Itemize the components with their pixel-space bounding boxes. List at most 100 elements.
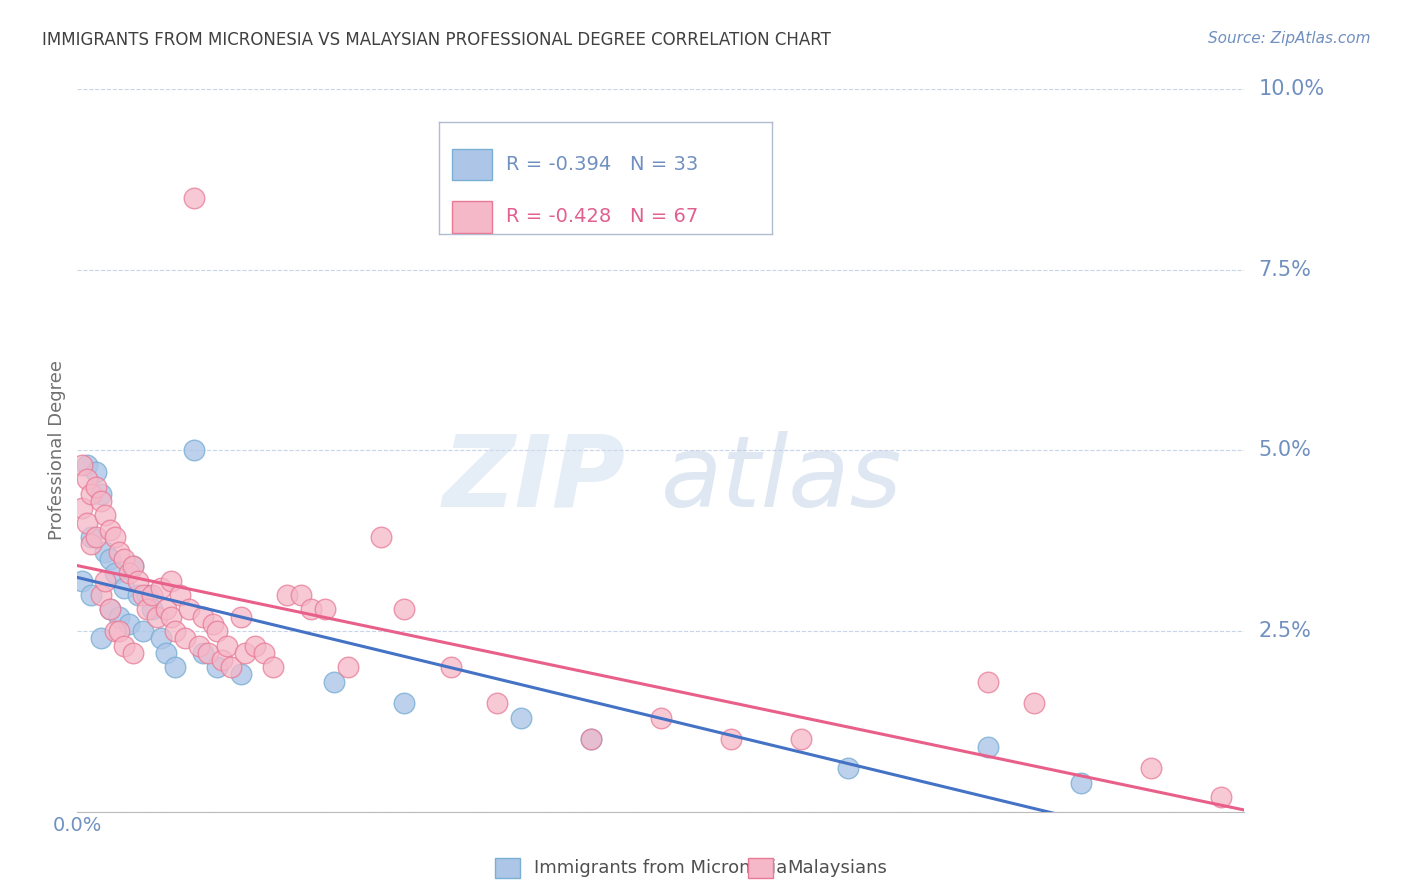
Point	[323, 674, 346, 689]
Point	[579, 732, 602, 747]
Point	[108, 609, 131, 624]
Point	[299, 602, 322, 616]
Point	[90, 588, 112, 602]
Point	[136, 602, 159, 616]
Point	[486, 697, 509, 711]
Point	[155, 602, 177, 616]
Point	[159, 609, 181, 624]
Point	[193, 646, 215, 660]
Text: atlas: atlas	[661, 431, 903, 528]
Point	[141, 588, 163, 602]
Point	[94, 544, 117, 558]
Point	[80, 588, 103, 602]
Point	[104, 566, 127, 581]
Point	[179, 602, 201, 616]
Text: ZIP: ZIP	[443, 431, 626, 528]
Point	[84, 480, 107, 494]
Point	[976, 674, 998, 689]
Point	[118, 616, 141, 631]
Point	[76, 458, 98, 472]
Point	[165, 624, 187, 639]
Point	[122, 559, 145, 574]
Point	[80, 487, 103, 501]
Point	[94, 508, 117, 523]
Point	[104, 624, 127, 639]
Point	[112, 581, 135, 595]
Point	[112, 639, 135, 653]
Point	[94, 574, 117, 588]
Point	[127, 574, 149, 588]
Point	[90, 632, 112, 646]
Text: 2.5%: 2.5%	[1258, 621, 1310, 641]
Point	[1140, 761, 1163, 775]
Point	[150, 581, 173, 595]
Point	[98, 602, 121, 616]
Point	[290, 588, 312, 602]
Point	[80, 530, 103, 544]
Text: 0.0%: 0.0%	[52, 816, 103, 835]
Point	[243, 639, 266, 653]
Point	[837, 761, 859, 775]
Point	[98, 523, 121, 537]
Point	[165, 660, 187, 674]
Point	[122, 646, 145, 660]
Point	[108, 624, 131, 639]
Point	[440, 660, 463, 674]
Point	[70, 458, 93, 472]
Point	[215, 639, 238, 653]
Point	[720, 732, 742, 747]
Point	[76, 472, 98, 486]
Point	[579, 732, 602, 747]
Text: IMMIGRANTS FROM MICRONESIA VS MALAYSIAN PROFESSIONAL DEGREE CORRELATION CHART: IMMIGRANTS FROM MICRONESIA VS MALAYSIAN …	[42, 31, 831, 49]
Point	[276, 588, 298, 602]
Point	[90, 487, 112, 501]
Point	[155, 646, 177, 660]
Point	[76, 516, 98, 530]
Point	[193, 609, 215, 624]
Point	[112, 551, 135, 566]
Point	[131, 588, 153, 602]
Point	[235, 646, 257, 660]
Point	[197, 646, 219, 660]
Point	[1070, 776, 1092, 790]
Text: Immigrants from Micronesia: Immigrants from Micronesia	[534, 859, 787, 877]
Point	[169, 588, 191, 602]
Point	[127, 588, 149, 602]
Point	[392, 602, 415, 616]
Point	[221, 660, 243, 674]
Point	[136, 588, 159, 602]
Point	[262, 660, 284, 674]
Point	[253, 646, 276, 660]
Point	[70, 501, 93, 516]
Point	[1024, 697, 1046, 711]
Point	[173, 632, 195, 646]
Point	[976, 739, 998, 754]
Point	[104, 530, 127, 544]
Text: Malaysians: Malaysians	[787, 859, 887, 877]
Point	[118, 566, 141, 581]
Point	[229, 667, 252, 681]
Point	[207, 660, 229, 674]
Point	[1209, 790, 1232, 805]
Point	[84, 530, 107, 544]
Point	[108, 544, 131, 558]
Point	[159, 574, 181, 588]
Point	[790, 732, 813, 747]
Point	[509, 711, 531, 725]
Point	[141, 602, 163, 616]
Point	[183, 191, 205, 205]
Point	[122, 559, 145, 574]
Point	[98, 551, 121, 566]
Point	[207, 624, 229, 639]
Point	[98, 602, 121, 616]
Point	[84, 465, 107, 479]
Point	[183, 443, 205, 458]
Point	[187, 639, 209, 653]
Point	[314, 602, 336, 616]
Text: 7.5%: 7.5%	[1258, 260, 1310, 280]
Point	[211, 653, 233, 667]
Point	[229, 609, 252, 624]
Text: 10.0%: 10.0%	[1258, 79, 1324, 99]
Y-axis label: Professional Degree: Professional Degree	[48, 360, 66, 541]
Text: Source: ZipAtlas.com: Source: ZipAtlas.com	[1208, 31, 1371, 46]
